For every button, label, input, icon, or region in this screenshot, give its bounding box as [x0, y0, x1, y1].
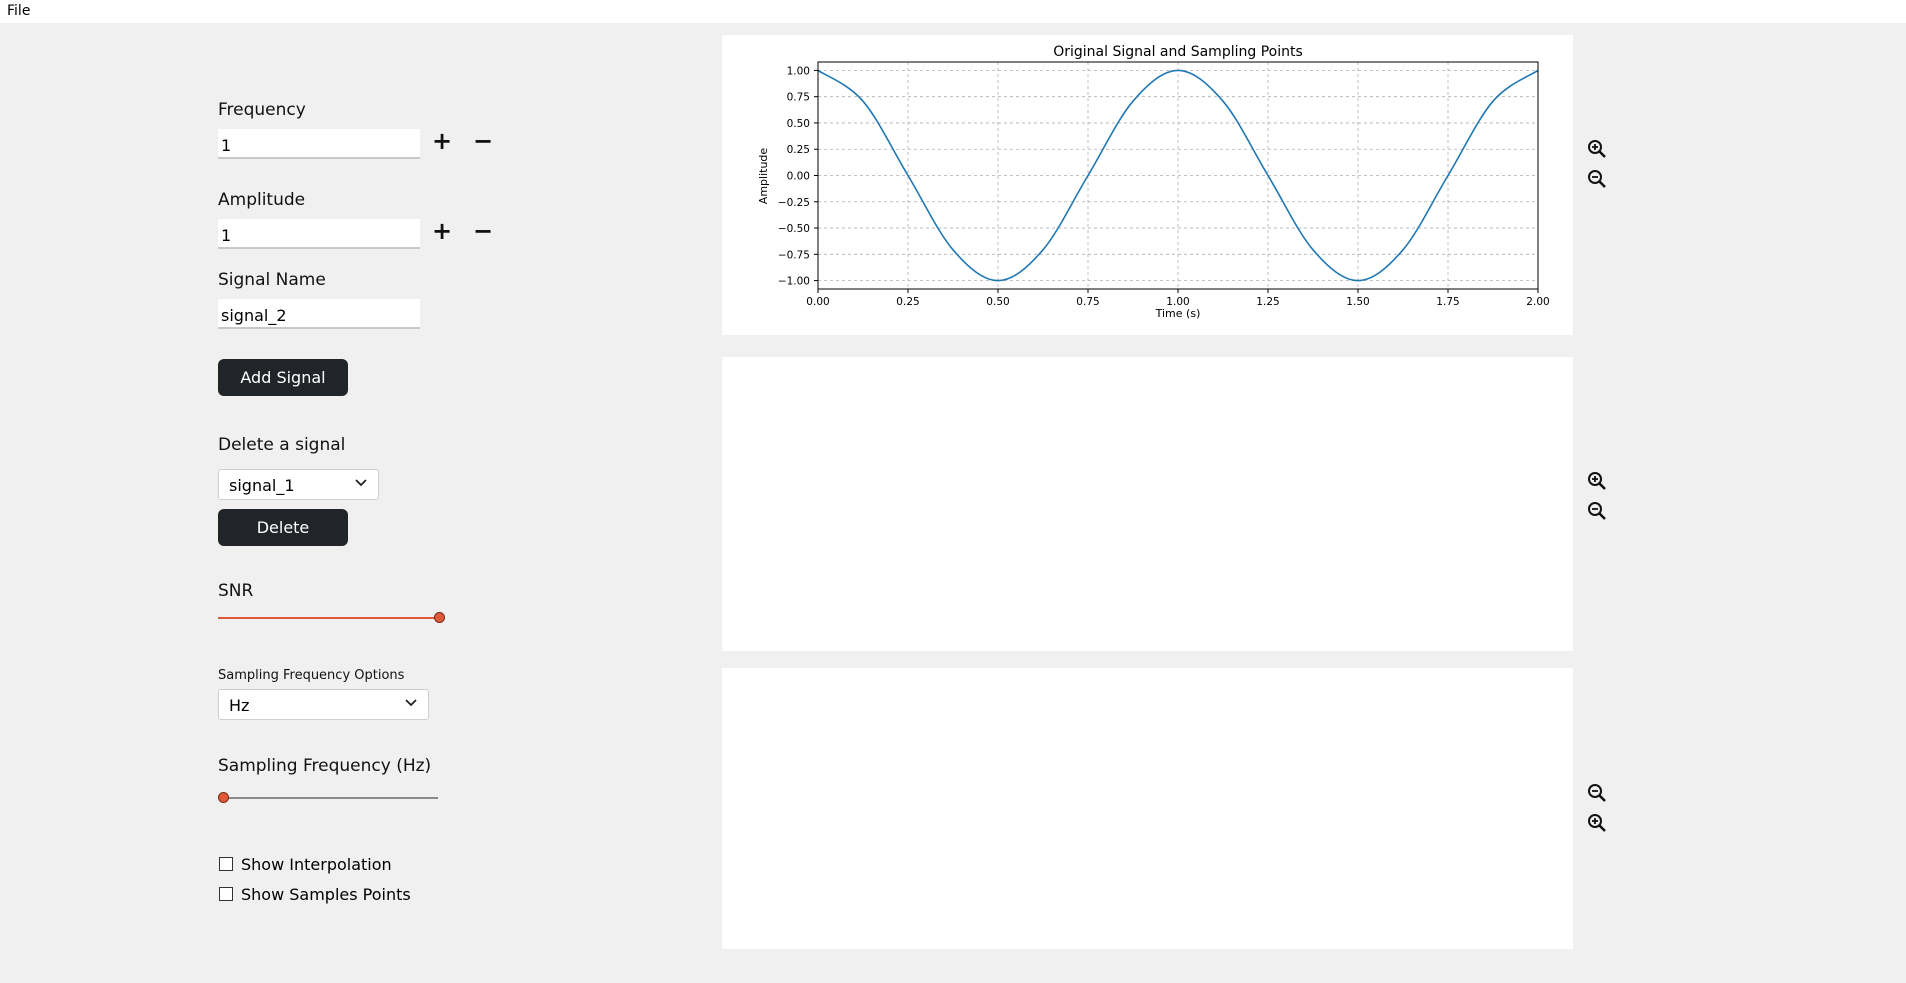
delete-signal-label: Delete a signal [218, 435, 346, 455]
show-samples-label: Show Samples Points [241, 885, 411, 904]
sampling-options-select[interactable]: Hz [218, 689, 429, 720]
amplitude-label: Amplitude [218, 190, 306, 210]
add-signal-button[interactable]: Add Signal [218, 359, 348, 396]
snr-slider-handle[interactable] [434, 612, 445, 623]
amplitude-input[interactable] [218, 219, 420, 249]
zoom-out-icon[interactable] [1587, 169, 1607, 189]
chart-x-tick-label: 2.00 [1526, 296, 1549, 308]
sampling-frequency-slider-track [218, 797, 438, 799]
sampled-signal-plot-panel [722, 357, 1573, 651]
zoom-in-icon[interactable] [1587, 471, 1607, 491]
delete-signal-select[interactable]: signal_1 [218, 469, 379, 500]
chart-title: Original Signal and Sampling Points [1053, 44, 1303, 60]
chart-y-tick-label: −0.75 [778, 249, 810, 261]
chart-x-tick-label: 1.00 [1166, 296, 1189, 308]
chart-x-tick-label: 1.75 [1436, 296, 1459, 308]
menu-bar: File [0, 0, 1906, 23]
chart-x-tick-label: 1.25 [1256, 296, 1279, 308]
frequency-increase-button[interactable]: + [431, 127, 453, 155]
show-samples-checkbox[interactable] [219, 887, 233, 901]
reconstructed-signal-plot-panel [722, 668, 1573, 949]
snr-slider-track [218, 617, 438, 619]
chart-x-tick-label: 0.00 [806, 296, 829, 308]
menu-file[interactable]: File [7, 3, 31, 19]
chart-y-tick-label: 0.75 [787, 92, 810, 104]
chart-plot-frame [817, 61, 1539, 290]
delete-button[interactable]: Delete [218, 509, 348, 546]
zoom-in-icon[interactable] [1587, 813, 1607, 833]
snr-label: SNR [218, 581, 254, 601]
zoom-out-icon[interactable] [1587, 501, 1607, 521]
sampling-frequency-slider[interactable] [218, 788, 440, 808]
snr-slider[interactable] [218, 608, 445, 628]
sampling-options-selected: Hz [229, 696, 250, 715]
frequency-decrease-button[interactable]: − [472, 127, 494, 155]
chart-x-tick-label: 0.25 [896, 296, 919, 308]
original-signal-chart[interactable]: Original Signal and Sampling Points Time… [722, 35, 1573, 335]
chart-y-tick-label: 0.50 [787, 118, 810, 130]
amplitude-decrease-button[interactable]: − [472, 217, 494, 245]
chart-y-tick-label: 1.00 [787, 65, 810, 77]
amplitude-increase-button[interactable]: + [431, 217, 453, 245]
chevron-down-icon [405, 699, 417, 707]
chart-x-label: Time (s) [1155, 307, 1201, 320]
zoom-out-icon[interactable] [1587, 783, 1607, 803]
chart-y-tick-label: −0.50 [778, 223, 810, 235]
sampling-frequency-label: Sampling Frequency (Hz) [218, 756, 432, 776]
zoom-in-icon[interactable] [1587, 139, 1607, 159]
sampling-options-label: Sampling Frequency Options [218, 668, 405, 683]
original-signal-plot-panel: Original Signal and Sampling Points Time… [722, 35, 1573, 335]
chart-y-tick-label: 0.25 [787, 144, 810, 156]
chart-x-tick-label: 0.50 [986, 296, 1009, 308]
chart-x-tick-label: 1.50 [1346, 296, 1369, 308]
signal-name-input[interactable] [218, 299, 420, 329]
chart-y-tick-label: −0.25 [778, 197, 810, 209]
sampling-frequency-slider-handle[interactable] [218, 792, 229, 803]
delete-signal-selected: signal_1 [229, 476, 295, 495]
chevron-down-icon [355, 479, 367, 487]
chart-y-tick-label: 0.00 [787, 171, 810, 183]
chart-y-label: Amplitude [757, 148, 770, 205]
frequency-input[interactable] [218, 129, 420, 159]
show-interpolation-label: Show Interpolation [241, 855, 392, 874]
frequency-label: Frequency [218, 100, 306, 120]
chart-series-line [817, 69, 1539, 282]
chart-y-tick-label: −1.00 [778, 276, 810, 288]
show-interpolation-checkbox[interactable] [219, 857, 233, 871]
chart-x-tick-label: 0.75 [1076, 296, 1099, 308]
signal-name-label: Signal Name [218, 270, 326, 290]
